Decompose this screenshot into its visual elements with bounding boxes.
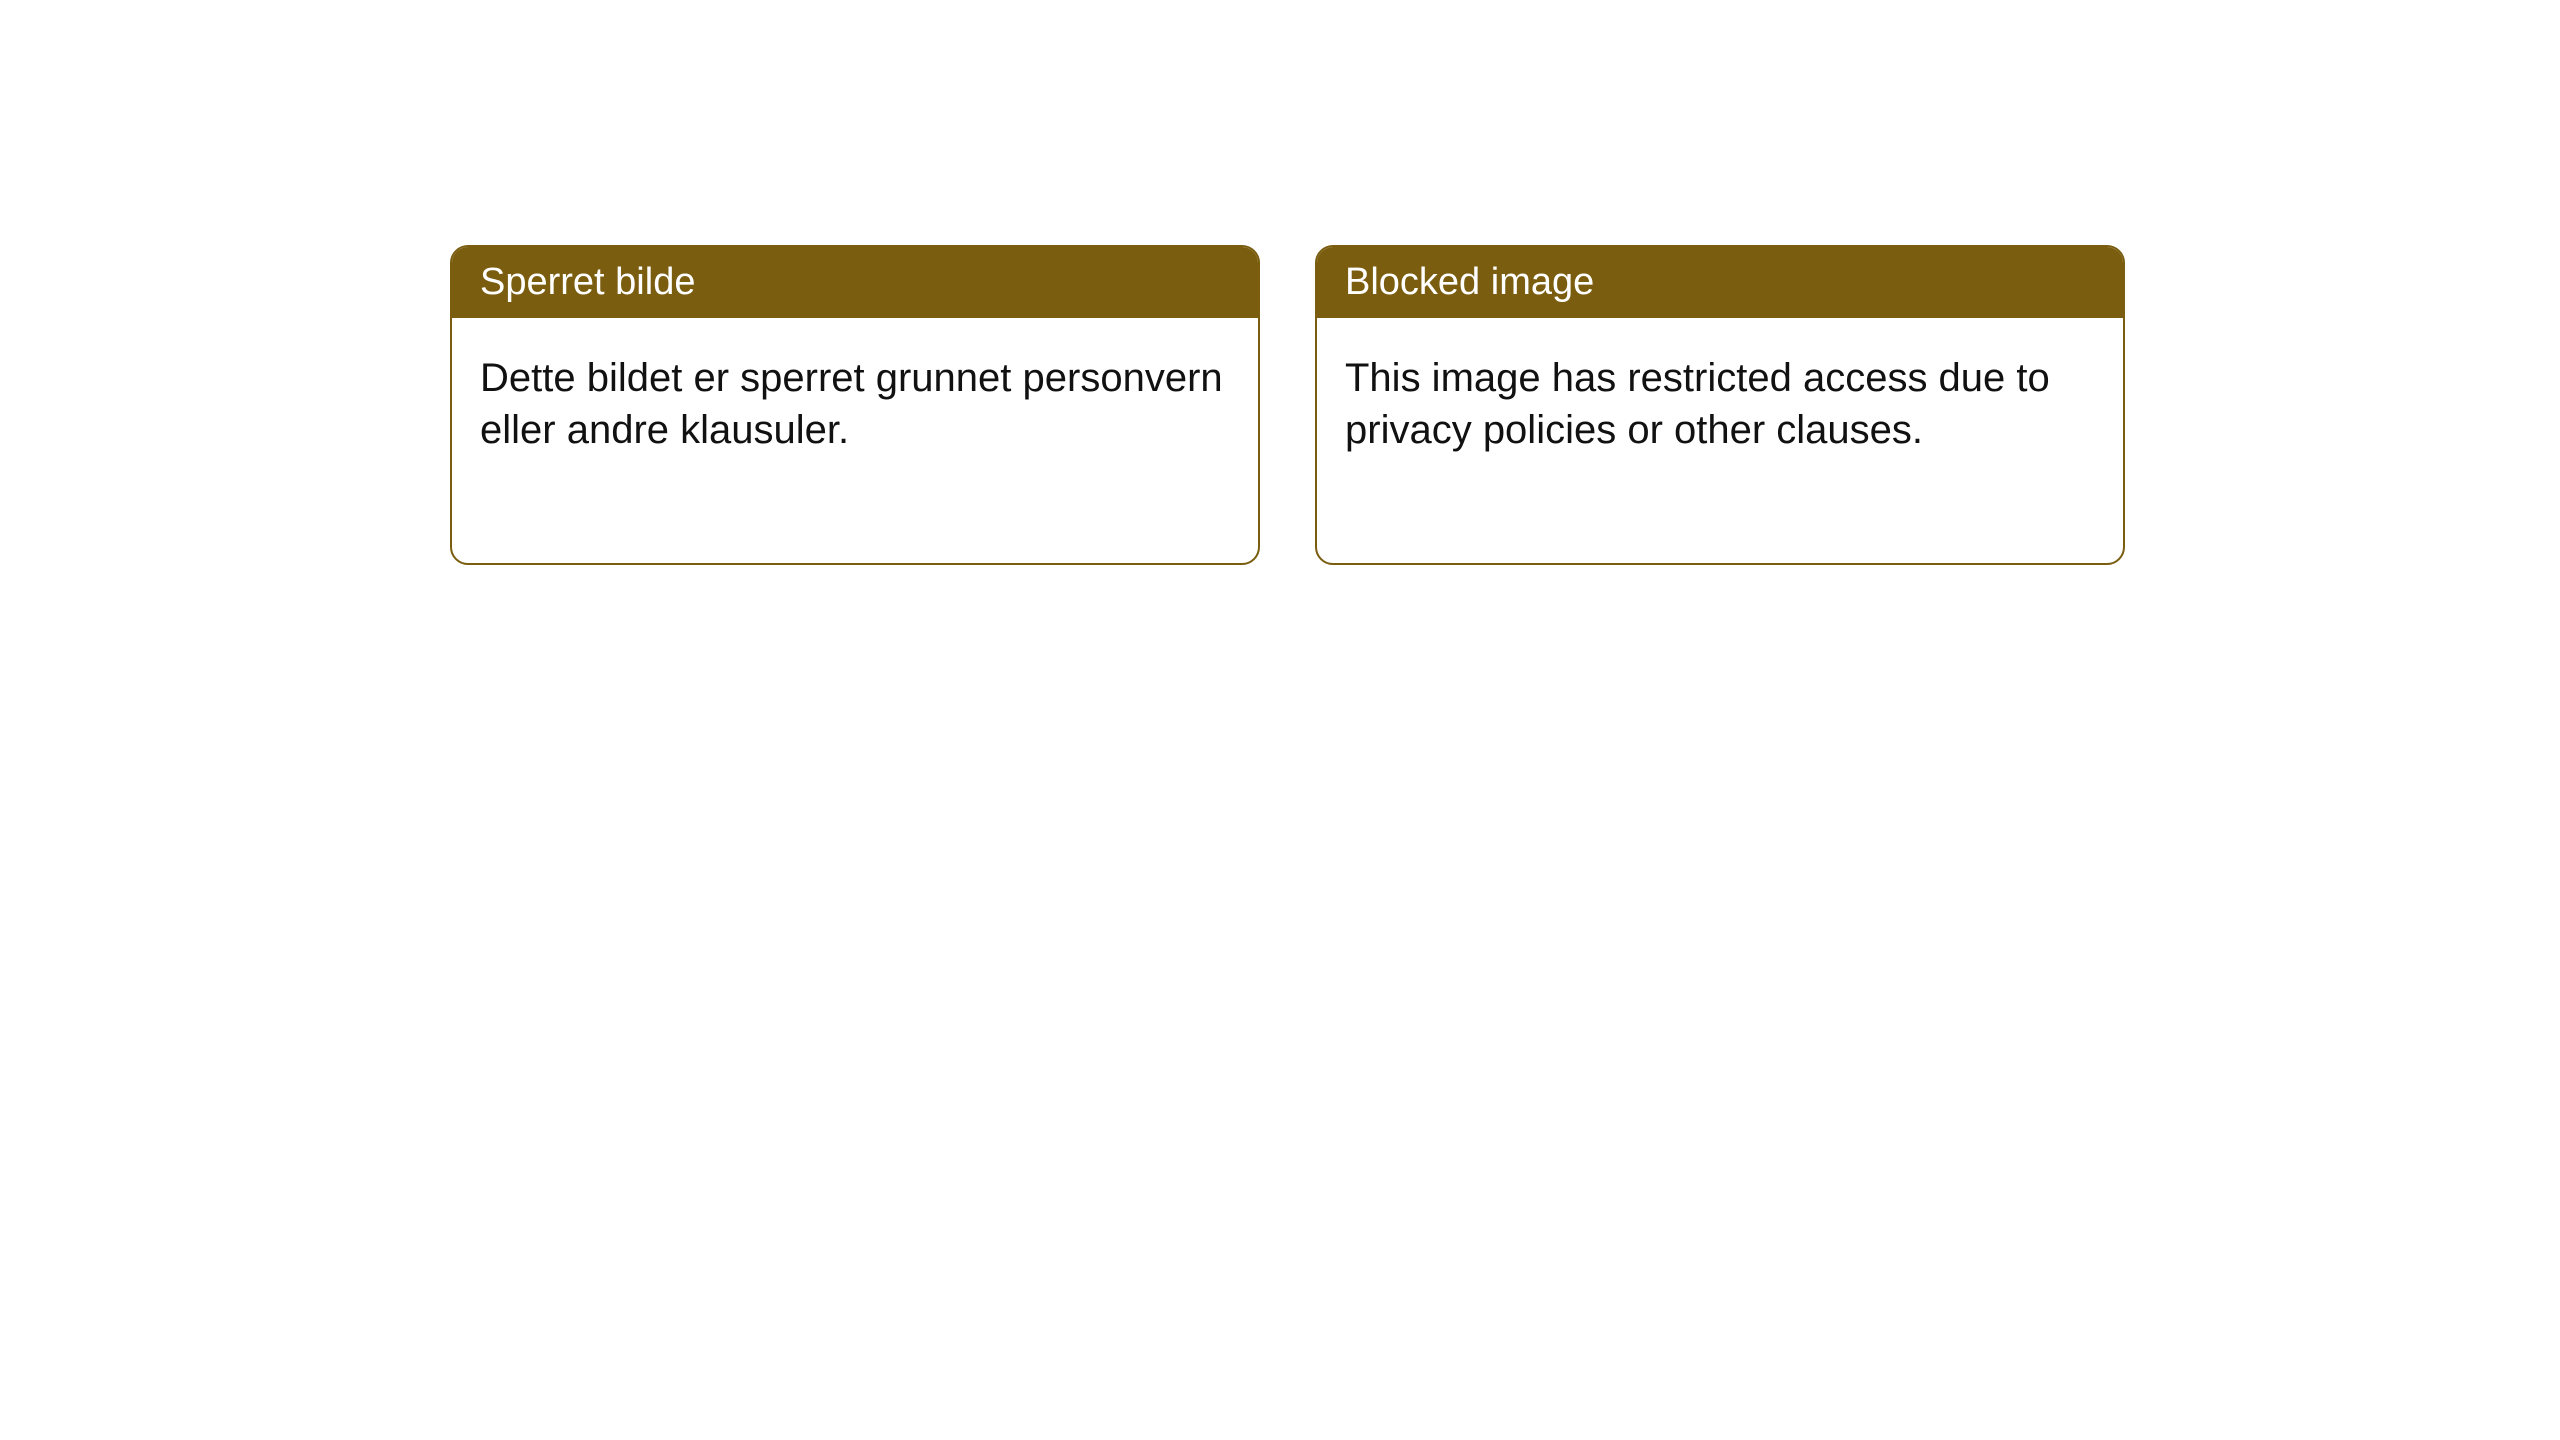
notice-text-norwegian: Dette bildet er sperret grunnet personve…	[480, 356, 1223, 452]
notice-container: Sperret bilde Dette bildet er sperret gr…	[450, 245, 2125, 565]
notice-header-english: Blocked image	[1317, 247, 2123, 318]
notice-text-english: This image has restricted access due to …	[1345, 356, 2050, 452]
notice-body-english: This image has restricted access due to …	[1317, 318, 2123, 563]
notice-title-norwegian: Sperret bilde	[480, 261, 695, 303]
notice-header-norwegian: Sperret bilde	[452, 247, 1258, 318]
notice-card-norwegian: Sperret bilde Dette bildet er sperret gr…	[450, 245, 1260, 565]
notice-card-english: Blocked image This image has restricted …	[1315, 245, 2125, 565]
notice-body-norwegian: Dette bildet er sperret grunnet personve…	[452, 318, 1258, 563]
notice-title-english: Blocked image	[1345, 261, 1594, 303]
